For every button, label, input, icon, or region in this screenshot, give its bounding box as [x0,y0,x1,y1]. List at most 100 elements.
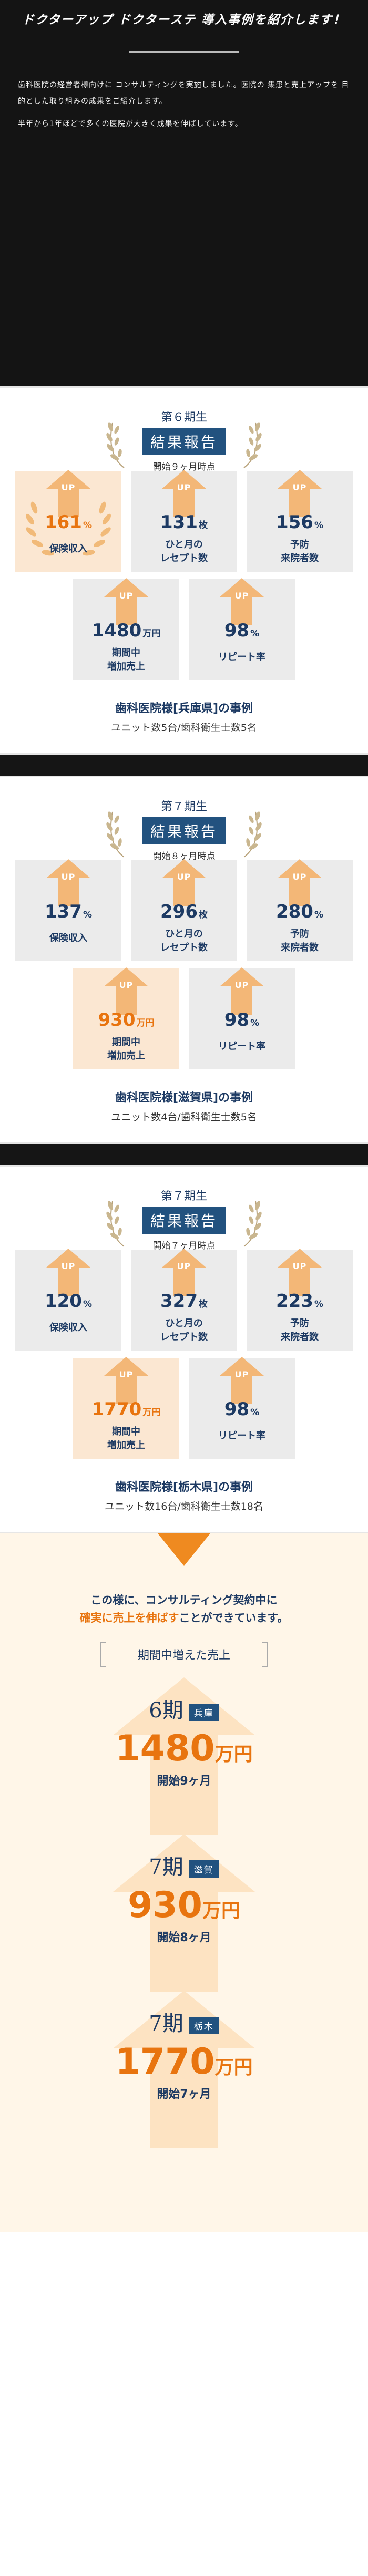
up-arrow-icon [104,578,148,625]
case-footer: 歯科医院様[滋賀県]の事例 ユニット数4台/歯科衛生士数5名 [0,1069,368,1142]
up-arrow-icon [113,1834,255,1992]
laurel-branch-icon [105,801,129,859]
summary-section: この様に、コンサルティング契約中に 確実に売上を伸ばすことができています。 期間… [0,1533,368,2232]
laurel-wreath-icon [25,501,111,556]
up-arrow-icon [113,1991,255,2148]
stat-card: UP 280% 予防 来院者数 [247,859,353,961]
up-label: UP [292,1261,307,1271]
cohort-label: 第７期生 [160,1190,207,1203]
summary-item: 6期 兵庫 1480万円 開始9ヶ月 [97,1677,271,1835]
stat-label-line: 増加売上 [107,1050,145,1062]
laurel-branch-icon [105,412,129,470]
summary-amount-unit: 万円 [202,1900,240,1922]
prefecture-badge: 滋賀 [188,1860,219,1878]
stat-number: 223 [275,1291,313,1312]
stat-value: 280% [247,901,353,922]
stat-card: UP 930 万円 期間中 増加売上 [73,967,179,1069]
cohort-label: 第６期生 [160,411,207,424]
stat-grid: UP 137% 保険収入 UP 296 枚ひと月の レセプト数 UP 280% 予防 来院者数 UP 9… [0,859,368,1069]
stat-value: 1480 万円 [73,620,179,641]
stat-label: 期間中 増加売上 [73,1425,179,1452]
stat-label-line: 増加売上 [107,661,145,672]
stat-label-line: ひと月の [165,539,203,550]
period-label: 開始７ヶ月時点 [152,1241,216,1251]
stat-label-line: 予防 [290,539,309,550]
summary-amount: 1480万円 [97,1728,271,1769]
stat-unit: % [250,1407,260,1418]
stat-value: 1770 万円 [73,1399,179,1420]
up-arrow-icon [46,470,90,517]
stat-number: 156 [275,512,313,533]
stat-label-line: 期間中 [112,1037,140,1048]
section-divider [0,1144,368,1165]
laurel-branch-icon [239,801,263,859]
stat-label: 保険収入 [15,932,121,945]
up-arrow-icon [220,578,264,625]
summary-cohort: 6期 兵庫 [97,1693,271,1724]
stat-label: ひと月の レセプト数 [131,928,237,955]
stat-label: 期間中 増加売上 [73,1036,179,1063]
stat-label-line: 来院者数 [281,942,319,953]
up-label: UP [234,591,249,601]
intro-section: ドクターアップ ドクターステ 導入事例を紹介します！ 歯科医院の経営者様向けに … [0,0,368,386]
stat-unit: 万円 [142,1407,161,1418]
stat-card: UP 137% 保険収入 [15,859,121,961]
stat-value: 131 枚 [131,512,237,533]
stat-number: 930 [98,1009,136,1031]
stat-value: 223% [247,1291,353,1312]
stat-grid: UP 161% 保険収入 UP 131 枚ひと月の レセプト数 UP 156% 予防 来院者数 UP 1… [0,470,368,680]
intro-divider [129,51,239,53]
stat-number: 98 [224,620,250,641]
stat-label: ひと月の レセプト数 [131,1317,237,1344]
stat-label-line: 予防 [290,929,309,940]
up-arrow-icon [162,859,206,906]
stat-card: UP 1770 万円 期間中 増加売上 [73,1357,179,1459]
clinic-units: ユニット数5台/歯科衛生士数5名 [111,722,257,734]
stat-label-line: リピート率 [218,1041,265,1052]
clinic-units: ユニット数4台/歯科衛生士数5名 [111,1111,257,1123]
stat-label-line: リピート率 [218,652,265,663]
up-arrow-icon [113,1677,255,1835]
summary-amount-unit: 万円 [214,1744,253,1765]
intro-paragraph: 半年から1年ほどで多くの医院が大きく成果を伸ばしています。 [18,120,243,128]
clinic-name: 歯科医院様[兵庫県]の事例 [115,702,253,715]
summary-lead-line: 確実に売上を伸ばすことができています。 [0,1609,368,1627]
up-label: UP [61,482,76,492]
stat-label-line: 保険収入 [49,933,87,944]
up-label: UP [177,872,191,882]
stat-card: UP 156% 予防 来院者数 [247,470,353,572]
up-arrow-icon [104,1357,148,1404]
stat-label-line: ひと月の [165,1318,203,1329]
summary-cohort: 7期 滋賀 [97,1850,271,1880]
stat-number: 131 [160,512,198,533]
summary-cohort-label: 7期 [149,1855,183,1879]
summary-amount-unit: 万円 [214,2057,253,2078]
stat-label: 予防 来院者数 [247,928,353,955]
up-label: UP [119,591,134,601]
stat-value: 156% [247,512,353,533]
stat-label-line: ひと月の [165,929,203,940]
stat-card: UP 327 枚ひと月の レセプト数 [131,1249,237,1351]
summary-cohort-label: 7期 [149,2012,183,2036]
result-title: 結果報告 [141,428,226,455]
intro-paragraph: 歯科医院の経営者様向けに コンサルティングを実施しました。医院の 集患と売上アッ… [18,81,350,106]
summary-amount: 930万円 [97,1884,271,1926]
stat-number: 98 [224,1009,250,1031]
summary-item: 7期 滋賀 930万円 開始8ヶ月 [97,1834,271,1992]
result-title: 結果報告 [141,1207,226,1234]
stat-card: UP 98% リピート率 [189,578,295,680]
up-label: UP [234,980,249,990]
summary-amount-number: 1480 [115,1728,215,1769]
stat-label: 予防 来院者数 [247,1317,353,1344]
case-list: 第６期生結果報告開始９ヶ月時点2022年8月～2023年5月UP161%保険収入… [0,386,368,1533]
result-crest: 第６期生結果報告開始９ヶ月時点2022年8月～2023年5月 [105,403,263,487]
stat-card: UP 98% リピート率 [189,1357,295,1459]
stat-value: 296 枚 [131,901,237,922]
up-label: UP [61,872,76,882]
case-card: 第７期生結果報告開始８ヶ月時点2023年1月～2023年9月UP137%保険収入… [0,776,368,1144]
stat-number: 98 [224,1399,250,1420]
stat-grid: UP 120% 保険収入 UP 327 枚ひと月の レセプト数 UP 223% 予防 来院者数 UP 1… [0,1249,368,1459]
summary-amount-number: 1770 [115,2041,215,2083]
stat-label-line: 予防 [290,1318,309,1329]
